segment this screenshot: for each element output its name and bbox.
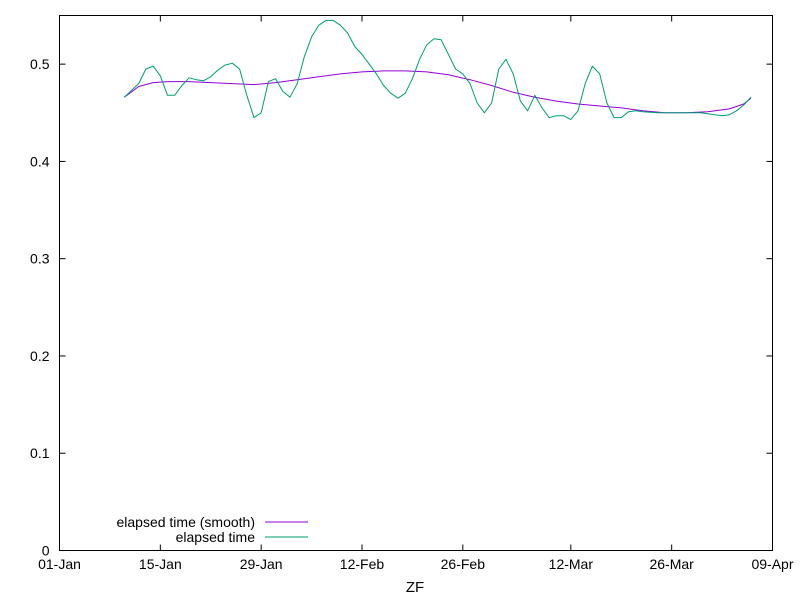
x-tick-label: 26-Feb [441,556,486,572]
legend-label: elapsed time [176,529,256,545]
x-tick-label: 26-Mar [649,556,694,572]
x-tick-label: 15-Jan [139,556,182,572]
y-tick-label: 0.1 [30,445,50,461]
y-tick-label: 0.2 [30,348,50,364]
x-tick-label: 29-Jan [240,556,283,572]
legend: elapsed time (smooth)elapsed time [116,514,308,545]
legend-label: elapsed time (smooth) [116,514,255,530]
x-tick-label: 12-Mar [549,556,594,572]
x-tick-label: 09-Apr [751,556,793,572]
x-tick-label: 12-Feb [340,556,385,572]
x-axis: 01-Jan 15-Jan 29-Jan 12-Feb 26-Feb 12-Mar 26-M… [38,15,794,572]
y-axis: 0 0.1 0.2 0.3 0.4 0.5 [30,56,773,559]
series-line-elapsed-time [123,19,752,121]
series-layer [123,19,752,121]
y-tick-label: 0.4 [30,153,50,169]
x-tick-label: 01-Jan [38,556,81,572]
y-tick-label: 0.5 [30,56,50,72]
y-tick-label: 0 [42,543,50,559]
x-axis-title: ZF [406,579,424,596]
y-tick-label: 0.3 [30,251,50,267]
plot-frame [59,15,773,551]
